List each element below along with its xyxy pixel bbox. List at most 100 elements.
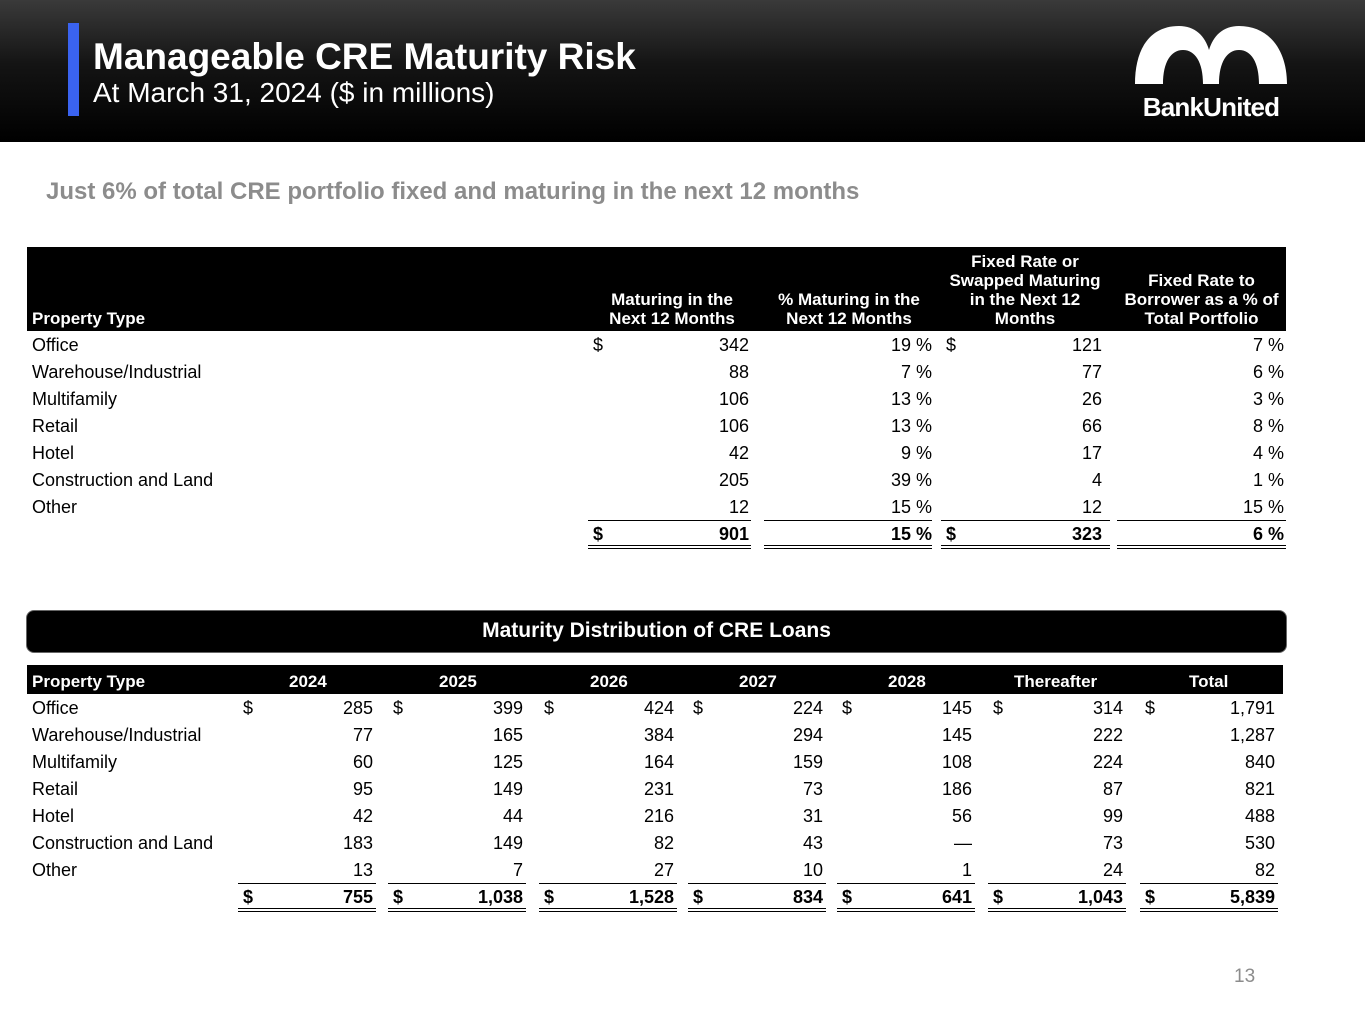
col-pct-maturing: % Maturing in the Next 12 Months	[778, 290, 920, 328]
table-row: Retail 95 149 231 73 186 87 821	[27, 775, 1283, 802]
value-cell: 77	[352, 725, 373, 745]
page-subtitle: At March 31, 2024 ($ in millions)	[93, 77, 495, 108]
maturing-cell: 106	[718, 416, 749, 436]
double-underline	[1140, 908, 1278, 912]
fixed-cell: 121	[1071, 335, 1102, 355]
property-type-cell: Other	[32, 860, 78, 880]
value-cell: 145	[941, 698, 972, 718]
value-cell: 165	[492, 725, 523, 745]
double-underline	[837, 908, 975, 912]
total-underline	[1140, 883, 1278, 884]
double-underline	[388, 908, 526, 912]
page-title: Manageable CRE Maturity Risk	[93, 36, 636, 77]
col-2025: 2025	[439, 672, 477, 691]
header-bar: Manageable CRE Maturity Risk At March 31…	[0, 0, 1365, 142]
value-cell: 488	[1244, 806, 1275, 826]
total-underline	[988, 883, 1126, 884]
dollar-cell: $	[993, 698, 1004, 718]
table-row: Other 12 15 % 12 15 %	[27, 493, 1286, 520]
value-cell: 641	[941, 887, 972, 907]
maturing-cell: 88	[728, 362, 749, 382]
maturing-cell: 106	[718, 389, 749, 409]
value-cell: 60	[352, 752, 373, 772]
headline: Just 6% of total CRE portfolio fixed and…	[46, 178, 860, 205]
value-cell: 224	[792, 698, 823, 718]
fixed_pct-cell: 4 %	[1252, 443, 1284, 463]
value-cell: 73	[802, 779, 823, 799]
col-maturing: Maturing in the Next 12 Months	[609, 290, 735, 328]
col-2024: 2024	[289, 672, 327, 691]
dollar-cell: $	[1145, 698, 1156, 718]
total-fixed_pct-cell: 6 %	[1252, 524, 1284, 544]
dollar-cell: $	[243, 698, 254, 718]
table-row: Multifamily 106 13 % 26 3 %	[27, 385, 1286, 412]
total-underline	[388, 883, 526, 884]
property-type-cell: Hotel	[32, 806, 75, 826]
total-underline	[238, 883, 376, 884]
fixed-cell: 26	[1081, 389, 1102, 409]
value-cell: 108	[941, 752, 972, 772]
value-cell: 27	[653, 860, 674, 880]
dollar2-cell: $	[946, 335, 957, 355]
fixed_pct-cell: 7 %	[1252, 335, 1284, 355]
double-underline	[688, 908, 826, 912]
col-2026: 2026	[590, 672, 628, 691]
property-type-cell: Multifamily	[32, 752, 118, 772]
pct-cell: 39 %	[890, 470, 932, 490]
maturing-cell: 12	[728, 497, 749, 517]
value-cell: 5,839	[1229, 887, 1275, 907]
maturing-cell: 342	[718, 335, 749, 355]
dollar1-cell: $	[593, 335, 604, 355]
dollar-cell: $	[842, 698, 853, 718]
table-row: Warehouse/Industrial 77 165 384 294 145 222 1,2…	[27, 721, 1283, 748]
pct-cell: 19 %	[890, 335, 932, 355]
dollar-cell: $	[393, 698, 404, 718]
col-property-type: Property Type	[32, 672, 146, 691]
property-type-cell: Warehouse/Industrial	[32, 362, 202, 382]
table-row: Other 13 7 27 10 1 24 82	[27, 856, 1283, 883]
dollar-cell: $	[693, 698, 704, 718]
total-maturing-cell: 901	[718, 524, 749, 544]
dollar-cell: $	[243, 887, 254, 907]
double-underline	[941, 545, 1110, 549]
fixed_pct-cell: 6 %	[1252, 362, 1284, 382]
value-cell: 7	[512, 860, 523, 880]
table2-header: Property Type 2024 2025 2026 2027 2028 Thereaf…	[27, 665, 1283, 694]
col-2028: 2028	[888, 672, 926, 691]
logo-arch-icon	[1135, 26, 1287, 84]
value-cell: 821	[1244, 779, 1275, 799]
double-underline	[588, 545, 751, 549]
value-cell: 56	[951, 806, 972, 826]
pct-cell: 7 %	[900, 362, 932, 382]
value-cell: 125	[492, 752, 523, 772]
table1-header: Property Type Maturing in the Next 12 Mo…	[27, 247, 1286, 331]
value-cell: —	[954, 833, 972, 853]
fixed-cell: 12	[1081, 497, 1102, 517]
value-cell: 834	[792, 887, 823, 907]
pct-cell: 9 %	[900, 443, 932, 463]
property-type-cell: Office	[32, 698, 79, 718]
value-cell: 43	[802, 833, 823, 853]
fixed_pct-cell: 15 %	[1242, 497, 1284, 517]
total-fixed-cell: 323	[1071, 524, 1102, 544]
total-underline	[764, 520, 932, 521]
value-cell: 73	[1102, 833, 1123, 853]
total-underline	[1117, 520, 1286, 521]
value-cell: 755	[342, 887, 373, 907]
value-cell: 399	[492, 698, 523, 718]
total-dollar2-cell: $	[946, 524, 957, 544]
accent-bar	[68, 23, 79, 116]
value-cell: 314	[1092, 698, 1123, 718]
table-row: Warehouse/Industrial 88 7 % 77 6 %	[27, 358, 1286, 385]
total-underline	[688, 883, 826, 884]
value-cell: 99	[1102, 806, 1123, 826]
property-type-cell: Multifamily	[32, 389, 118, 409]
logo-text: BankUnited	[1142, 92, 1280, 122]
table-row: Multifamily 60 125 164 159 108 224 840	[27, 748, 1283, 775]
value-cell: 183	[342, 833, 373, 853]
value-cell: 159	[792, 752, 823, 772]
total-underline	[539, 883, 677, 884]
double-underline	[539, 908, 677, 912]
pct-cell: 15 %	[890, 497, 932, 517]
fixed_pct-cell: 1 %	[1252, 470, 1284, 490]
